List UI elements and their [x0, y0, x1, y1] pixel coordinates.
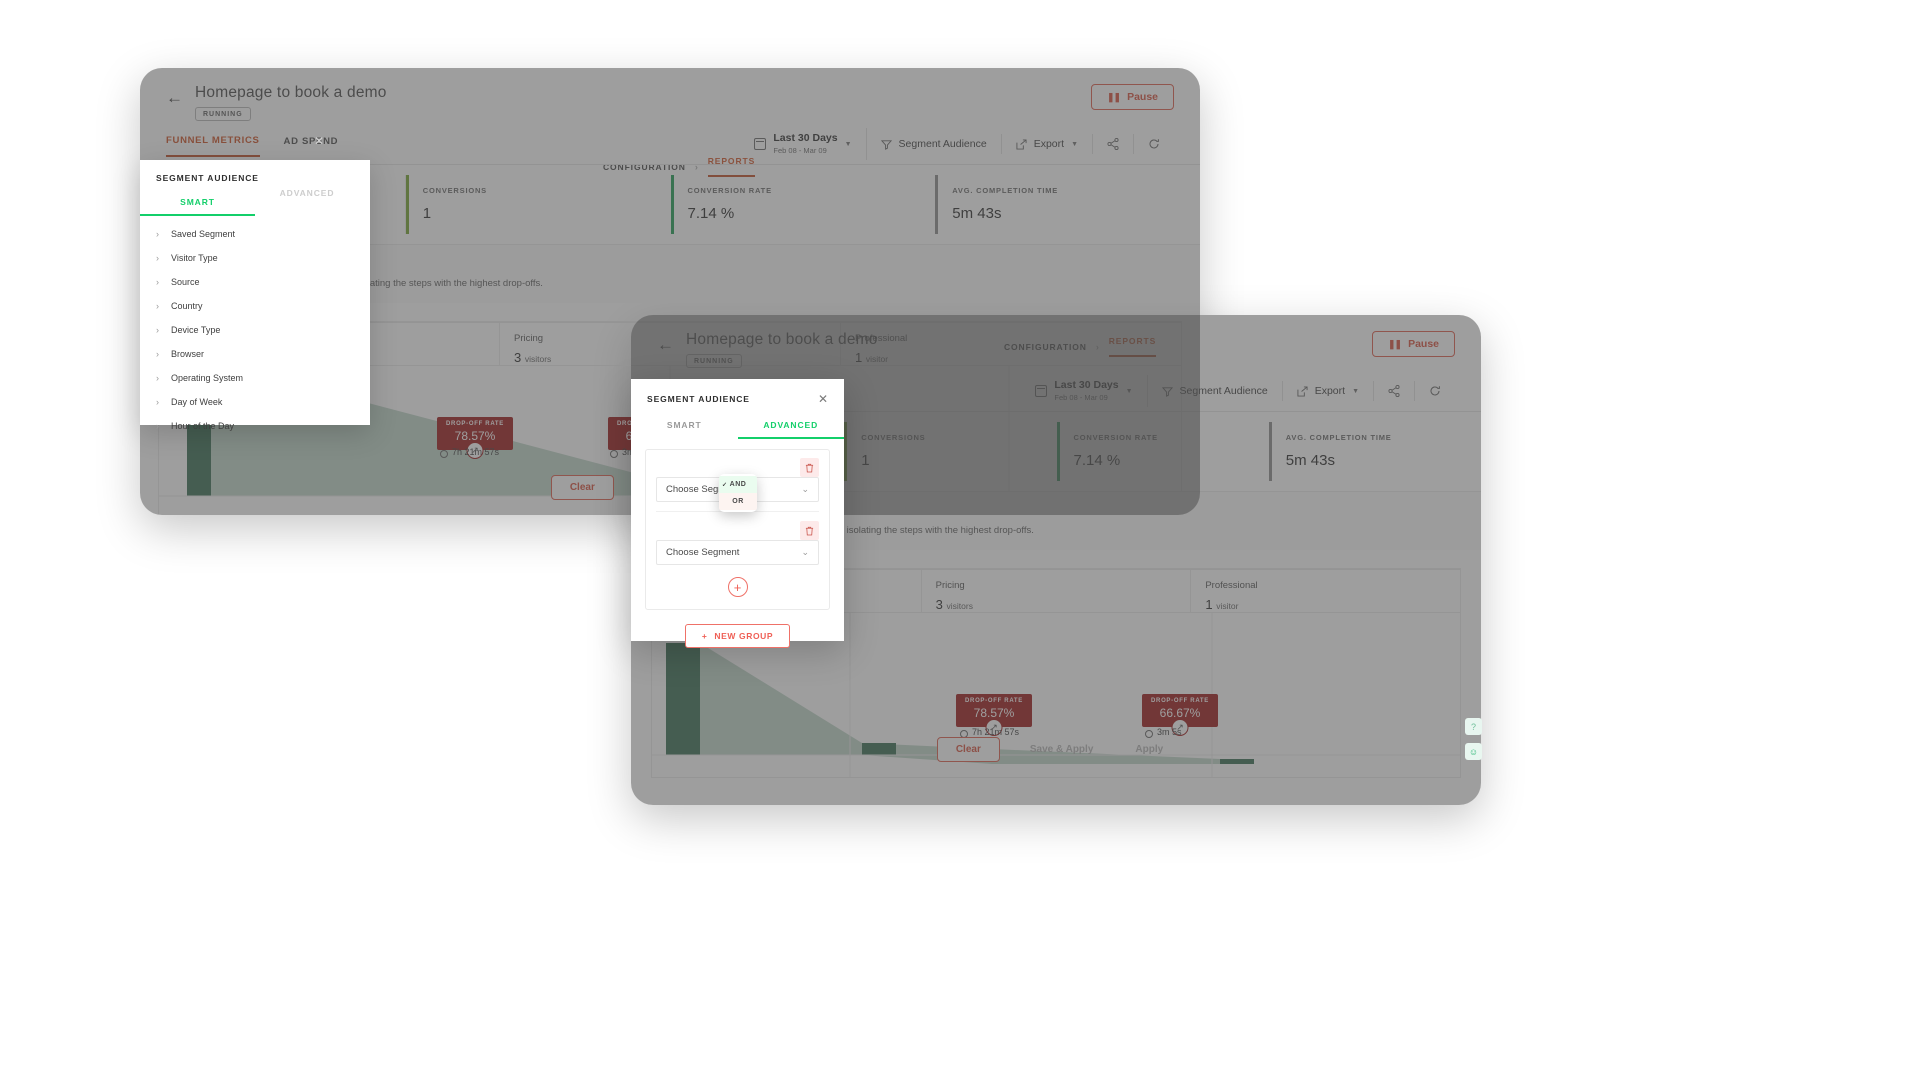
- segment-item-hour-of-the-day[interactable]: › Hour of the Day: [140, 414, 370, 438]
- segment-item-visitor-type[interactable]: › Visitor Type: [140, 246, 370, 270]
- segment-audience-panel-smart: SEGMENT AUDIENCE SMART › Saved Segment › V…: [140, 160, 370, 431]
- trash-icon[interactable]: [800, 458, 819, 477]
- segment-panel-tabs: SMART: [140, 189, 370, 216]
- choose-segment-placeholder: Choose Segment: [666, 547, 740, 558]
- logic-option-label: OR: [732, 498, 744, 505]
- modal-tab-advanced[interactable]: ADVANCED: [737, 412, 844, 439]
- segment-panel-title: SEGMENT AUDIENCE: [156, 173, 259, 183]
- segment-item-label: Browser: [171, 349, 205, 359]
- chat-icon: ☺: [1468, 746, 1479, 757]
- segment-item-browser[interactable]: › Browser: [140, 342, 370, 366]
- segment-item-label: Saved Segment: [171, 229, 236, 239]
- chevron-right-icon: ›: [156, 301, 159, 311]
- chevron-right-icon: ›: [156, 277, 159, 287]
- choose-segment-select-2[interactable]: Choose Segment ⌄: [656, 540, 819, 565]
- segment-item-label: Hour of the Day: [171, 421, 235, 431]
- new-group-label: NEW GROUP: [714, 631, 774, 641]
- trash-glyph: [805, 463, 814, 472]
- modal-header: SEGMENT AUDIENCE ✕: [631, 379, 844, 412]
- segment-item-country[interactable]: › Country: [140, 294, 370, 318]
- logic-option-or[interactable]: OR: [719, 493, 757, 510]
- segment-item-source[interactable]: › Source: [140, 270, 370, 294]
- segment-item-label: Country: [171, 301, 203, 311]
- modal-body: Choose Segment ⌄ Choose Segment ⌄ +: [631, 439, 844, 648]
- segment-panel-header: SEGMENT AUDIENCE: [140, 160, 370, 189]
- segment-item-label: Visitor Type: [171, 253, 218, 263]
- close-icon[interactable]: ✕: [817, 392, 828, 406]
- segment-item-label: Day of Week: [171, 397, 223, 407]
- segment-item-label: Operating System: [171, 373, 244, 383]
- question-mark-icon: ?: [1470, 721, 1476, 732]
- trash-icon[interactable]: [800, 521, 819, 540]
- segment-item-day-of-week[interactable]: › Day of Week: [140, 390, 370, 414]
- chevron-right-icon: ›: [156, 325, 159, 335]
- chevron-down-icon: ⌄: [801, 484, 809, 494]
- help-chat-button[interactable]: ☺: [1465, 743, 1482, 760]
- logic-option-and[interactable]: ✓ AND: [719, 476, 757, 493]
- check-icon: ✓: [722, 482, 728, 488]
- trash-glyph: [805, 526, 814, 535]
- logic-operator-dropdown: ✓ AND OR: [719, 474, 757, 512]
- add-condition-button[interactable]: +: [727, 577, 748, 597]
- new-group-button[interactable]: + NEW GROUP: [684, 624, 791, 648]
- chevron-right-icon: ›: [156, 421, 159, 431]
- segment-item-list: › Saved Segment › Visitor Type › Source › Co…: [140, 216, 370, 450]
- segment-item-label: Source: [171, 277, 200, 287]
- segment-tab-smart[interactable]: SMART: [140, 189, 255, 216]
- chevron-right-icon: ›: [156, 373, 159, 383]
- segment-item-saved-segment[interactable]: › Saved Segment: [140, 222, 370, 246]
- modal-tabs: SMART ADVANCED: [631, 412, 844, 439]
- segment-panel-close-back[interactable]: ✕: [314, 134, 325, 148]
- chevron-right-icon: ›: [156, 253, 159, 263]
- choose-segment-placeholder: Choose Segment: [666, 484, 740, 495]
- help-question-button[interactable]: ?: [1465, 718, 1482, 735]
- modal-title: SEGMENT AUDIENCE: [647, 394, 750, 404]
- chevron-right-icon: ›: [156, 397, 159, 407]
- segment-panel-advanced-tab-back[interactable]: ADVANCED: [279, 188, 335, 198]
- logic-option-label: AND: [729, 481, 747, 488]
- modal-tab-smart[interactable]: SMART: [666, 420, 702, 430]
- segment-item-label: Device Type: [171, 325, 221, 335]
- segment-item-operating-system[interactable]: › Operating System: [140, 366, 370, 390]
- segment-item-device-type[interactable]: › Device Type: [140, 318, 370, 342]
- condition-row-2-actions: [656, 521, 819, 540]
- new-group-row: + NEW GROUP: [645, 610, 830, 648]
- chevron-right-icon: ›: [156, 349, 159, 359]
- plus-icon: +: [701, 631, 708, 641]
- condition-row-1-actions: [656, 458, 819, 477]
- chevron-down-icon: ⌄: [801, 547, 809, 557]
- chevron-right-icon: ›: [156, 229, 159, 239]
